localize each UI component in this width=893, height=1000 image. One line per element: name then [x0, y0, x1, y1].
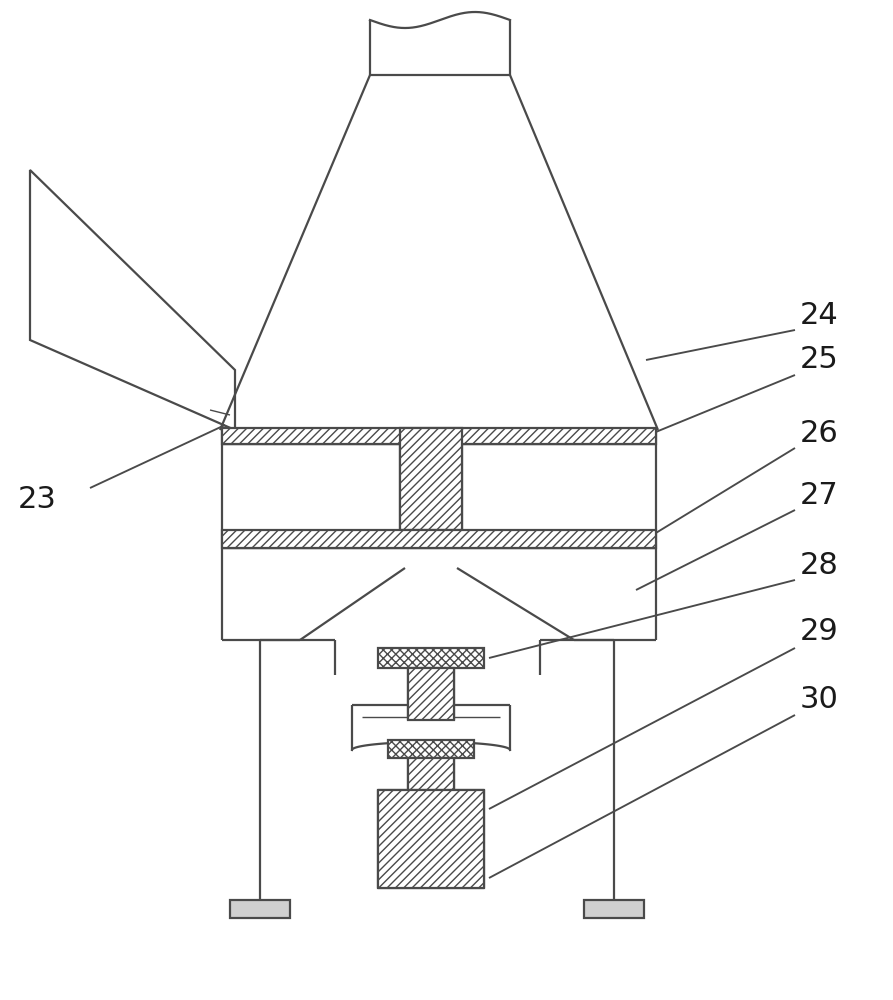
Text: 29: 29 — [800, 617, 839, 647]
Bar — [378, 648, 484, 668]
Bar — [388, 740, 474, 758]
Bar — [222, 530, 656, 548]
Text: 30: 30 — [800, 686, 839, 714]
Bar — [584, 900, 644, 918]
Bar — [230, 900, 290, 918]
Bar — [400, 428, 462, 530]
Text: 26: 26 — [800, 418, 839, 448]
Text: 28: 28 — [800, 550, 839, 580]
Text: 23: 23 — [18, 486, 57, 514]
Bar — [408, 668, 454, 720]
Text: 24: 24 — [800, 302, 839, 330]
Text: 27: 27 — [800, 481, 839, 510]
Text: 25: 25 — [800, 346, 839, 374]
Bar — [378, 790, 484, 888]
Bar — [222, 428, 656, 444]
Bar — [408, 758, 454, 790]
